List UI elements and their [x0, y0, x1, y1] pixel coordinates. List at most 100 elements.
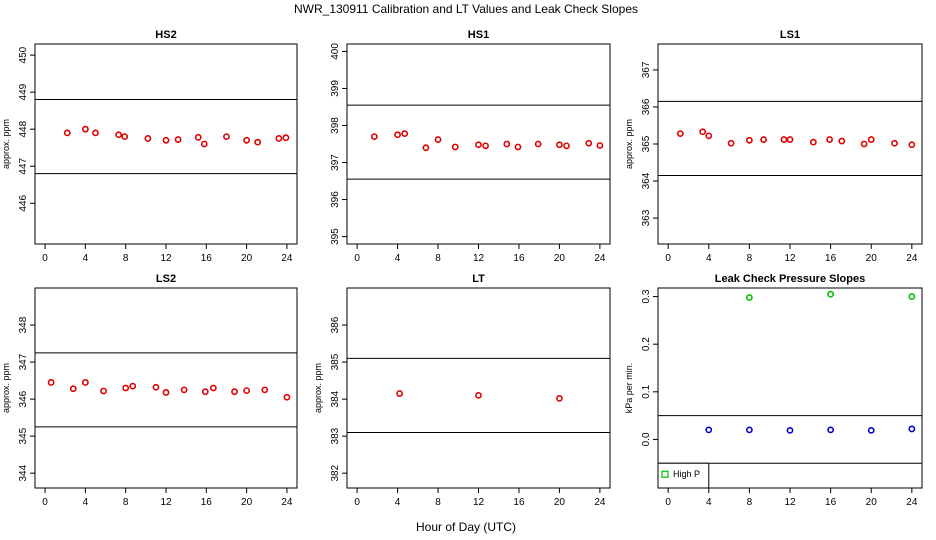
- data-point: [282, 134, 290, 142]
- panel-title: HS2: [155, 29, 176, 41]
- data-point: [908, 293, 916, 300]
- y-tick-label: 384: [330, 390, 341, 407]
- y-tick-label: 382: [330, 464, 341, 481]
- data-point: [201, 388, 209, 396]
- x-tick-label: 0: [665, 253, 671, 264]
- x-tick-label: 8: [435, 253, 441, 264]
- data-point: [534, 140, 542, 148]
- y-axis-label: approx. ppm: [313, 363, 323, 413]
- y-tick-label: 399: [330, 80, 341, 97]
- data-point: [275, 135, 283, 142]
- data-point: [585, 139, 593, 147]
- x-tick-label: 0: [665, 497, 671, 508]
- x-tick-label: 16: [201, 497, 213, 508]
- data-point: [401, 130, 409, 138]
- y-tick-label: 397: [330, 154, 341, 171]
- x-tick-label: 8: [747, 497, 753, 508]
- data-point: [867, 426, 875, 434]
- x-tick-label: 8: [435, 497, 441, 508]
- y-tick-label: 0.2: [641, 337, 652, 351]
- legend-box: [657, 462, 710, 489]
- data-point: [596, 142, 604, 149]
- data-point: [563, 142, 570, 150]
- data-point: [838, 137, 846, 145]
- panel-hs1: HS1 0 4 8 12 16 20 24 395 396 397 398 399 400: [330, 29, 611, 264]
- data-point: [676, 130, 684, 138]
- data-point: [180, 386, 188, 394]
- data-point: [162, 389, 170, 396]
- data-point: [514, 143, 522, 151]
- data-point: [174, 136, 182, 143]
- y-tick-label: 449: [18, 83, 29, 100]
- panel-hs2: HS2 approx. ppm 0 4 8 12 16 20 24 446 447 448 449 450: [1, 29, 298, 264]
- data-point: [727, 139, 735, 147]
- panel-title: HS1: [468, 29, 489, 41]
- x-tick-label: 24: [281, 497, 293, 508]
- data-point: [705, 132, 713, 140]
- data-point: [121, 133, 129, 140]
- x-tick-label: 4: [395, 497, 401, 508]
- data-point: [745, 294, 753, 301]
- x-tick-label: 12: [473, 253, 485, 264]
- y-tick-label: 347: [18, 353, 29, 370]
- y-axis-label: approx. ppm: [624, 119, 634, 169]
- data-point: [69, 385, 77, 393]
- data-point: [243, 387, 251, 394]
- panel-ls2: LS2 approx. ppm 0 4 8 12 16 20 24 344 345 346 347 348: [1, 273, 298, 508]
- data-point: [152, 383, 160, 391]
- x-tick-label: 20: [241, 497, 253, 508]
- x-tick-label: 4: [706, 253, 712, 264]
- y-tick-label: 386: [330, 316, 341, 333]
- data-point: [705, 426, 713, 434]
- plot-frame: [346, 43, 611, 245]
- y-tick-label: 348: [18, 316, 29, 333]
- y-tick-label: 450: [18, 46, 29, 63]
- data-point: [908, 425, 916, 433]
- y-tick-label: 447: [18, 157, 29, 174]
- data-point: [209, 384, 217, 392]
- y-tick-label: 345: [18, 427, 29, 444]
- x-tick-label: 20: [554, 253, 566, 264]
- x-tick-label: 24: [906, 253, 918, 264]
- y-tick-label: 395: [330, 228, 341, 245]
- x-tick-label: 20: [554, 497, 566, 508]
- data-point: [809, 138, 817, 146]
- x-tick-label: 20: [241, 253, 253, 264]
- plot-frame: [346, 287, 611, 489]
- panel-lt: LT approx. ppm 0 4 8 12 16 20 24 382 383 384 385 386: [313, 273, 611, 508]
- x-tick-label: 4: [83, 253, 89, 264]
- data-point: [370, 133, 378, 140]
- data-point: [261, 386, 269, 394]
- panel-title: LS2: [156, 273, 176, 285]
- y-tick-label: 398: [330, 117, 341, 134]
- data-point: [396, 390, 403, 397]
- plot-frame: [657, 287, 923, 489]
- x-tick-label: 12: [784, 253, 796, 264]
- y-tick-label: 365: [641, 135, 652, 152]
- data-point: [780, 136, 788, 143]
- x-tick-label: 20: [866, 497, 878, 508]
- x-tick-label: 12: [473, 497, 485, 508]
- y-tick-label: 400: [330, 43, 341, 60]
- data-point: [503, 140, 511, 148]
- data-point: [81, 379, 89, 386]
- x-tick-label: 12: [160, 253, 172, 264]
- x-tick-label: 12: [784, 497, 796, 508]
- x-tick-label: 24: [906, 497, 918, 508]
- x-tick-label: 0: [354, 253, 360, 264]
- data-point: [231, 388, 238, 396]
- x-tick-label: 24: [281, 253, 293, 264]
- y-tick-label: 364: [641, 172, 652, 189]
- x-tick-label: 4: [706, 497, 712, 508]
- x-tick-label: 0: [354, 497, 360, 508]
- x-tick-label: 16: [825, 253, 837, 264]
- data-point: [827, 290, 835, 298]
- data-point: [786, 136, 794, 143]
- data-point: [786, 426, 794, 434]
- y-tick-label: 367: [641, 61, 652, 78]
- data-point: [867, 136, 875, 143]
- x-tick-label: 4: [395, 253, 401, 264]
- data-point: [81, 125, 89, 133]
